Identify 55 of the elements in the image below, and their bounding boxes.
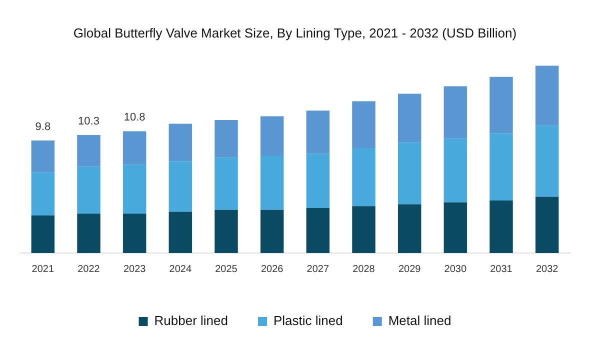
- bar: [122, 214, 146, 253]
- bar: [31, 140, 55, 172]
- bar: [77, 214, 100, 253]
- bar: [77, 134, 100, 167]
- bar: [352, 206, 376, 253]
- bar: [168, 161, 192, 212]
- bar: [444, 138, 468, 202]
- bar: [122, 131, 146, 165]
- bar: [490, 200, 513, 253]
- bar: [352, 148, 376, 206]
- legend-label: Metal lined: [388, 313, 452, 328]
- bar: [535, 196, 559, 253]
- x-tick-label: 2031: [490, 264, 513, 275]
- bar: [168, 212, 192, 253]
- annotation: 9.8: [35, 121, 51, 134]
- x-tick-label: 2028: [352, 264, 376, 275]
- bar: [122, 164, 146, 214]
- bar: [535, 126, 559, 197]
- bar: [444, 202, 468, 253]
- bar: [260, 156, 284, 210]
- x-tick-label: 2026: [260, 264, 284, 275]
- bar: [306, 154, 330, 208]
- x-tick-label: 2032: [536, 264, 559, 275]
- annotation: 10.3: [78, 115, 100, 128]
- bar: [31, 216, 55, 253]
- bar: [444, 86, 468, 139]
- legend-label: Plastic lined: [273, 313, 343, 328]
- chart-title: Global Butterfly Valve Market Size, By Lining Type, 2021 - 2032 (USD Billion): [73, 25, 517, 40]
- bar: [490, 133, 513, 201]
- bar: [398, 142, 422, 204]
- x-tick-label: 2025: [215, 264, 238, 275]
- x-tick-label: 2029: [398, 264, 422, 275]
- x-tick-label: 2021: [32, 264, 54, 275]
- bar: [306, 208, 330, 253]
- bar: [214, 210, 238, 253]
- bar: [31, 172, 55, 216]
- x-tick-label: 2024: [169, 264, 192, 275]
- bar: [260, 210, 284, 253]
- x-tick-label: 2023: [123, 264, 146, 275]
- bar: [490, 76, 513, 134]
- bar: [168, 124, 192, 162]
- x-tick-label: 2022: [78, 264, 100, 275]
- bar: [77, 166, 100, 214]
- legend-label: Rubber lined: [154, 313, 228, 328]
- x-tick-label: 2027: [306, 264, 330, 275]
- bar: [214, 157, 238, 210]
- annotation: 10.8: [124, 112, 146, 124]
- bar: [535, 66, 559, 126]
- bar: [398, 204, 422, 253]
- bar: [214, 120, 238, 158]
- bar: [260, 116, 284, 156]
- bar: [306, 110, 330, 154]
- bar: [352, 101, 376, 148]
- x-tick-label: 2030: [444, 264, 467, 275]
- bar: [398, 94, 422, 142]
